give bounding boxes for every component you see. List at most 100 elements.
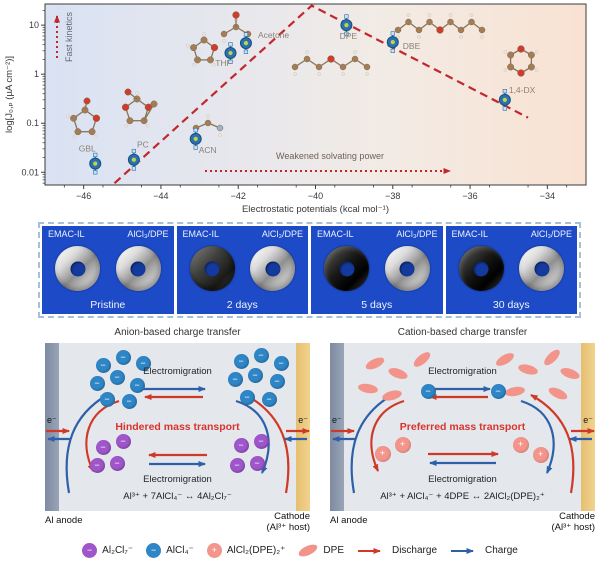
alcl4-anion: − (273, 355, 289, 371)
legend-item-blue-ion: − AlCl₄⁻ (146, 543, 194, 558)
diagram-title: Cation-based charge transfer (397, 327, 528, 338)
diagram-title: Anion-based charge transfer (114, 327, 241, 338)
cell-arrows-svg (46, 386, 310, 494)
acn-molecule (192, 114, 224, 137)
cathode-label-line1: Cathode (559, 511, 595, 522)
coin-hole (339, 261, 354, 276)
legend-label: AlCl₄⁻ (166, 545, 194, 556)
data-point-dpe: DPE (340, 14, 357, 41)
al2cl7-anion: − (229, 457, 245, 473)
alcl4-anion: − (253, 347, 269, 363)
al2cl7-anion: − (89, 457, 105, 473)
electron-label: e⁻ (298, 415, 308, 425)
dbe-molecule (394, 13, 486, 39)
emac-il-label: EMAC-IL (48, 229, 85, 239)
point-label-pc: PC (137, 140, 149, 150)
data-point-gbl: GBL (79, 144, 102, 175)
alcl2-dpe2-cation: + (394, 436, 411, 453)
thf-molecule (186, 32, 219, 67)
weakened-solvating-label: Weakened solvating power (276, 151, 384, 161)
data-point-thf: THF (215, 42, 237, 68)
legend-label: Charge (485, 545, 518, 556)
cell-arrows-svg (331, 386, 595, 494)
coin-emac-il (189, 246, 235, 291)
svg-text:−46: −46 (76, 191, 91, 201)
photo-caption: 2 days (226, 299, 258, 311)
cation-transfer-diagram: Cation-based charge transfer e⁻ e⁻ Elect… (330, 327, 595, 540)
electron-label: e⁻ (47, 415, 57, 425)
legend-item-dpe-ellipse: DPE (297, 542, 344, 559)
reaction-equation: Al³⁺ + 7AlCl₄⁻ ↔ 4Al₂Cl₇⁻ (123, 491, 232, 502)
legend-label: Discharge (391, 545, 438, 556)
emac-il-label: EMAC-IL (182, 229, 220, 239)
photo-panel-2: EMAC-IL AlCl₃/DPE 2 days (176, 226, 308, 314)
dpe-swatch (297, 542, 320, 559)
alcl4-anion: − (109, 369, 125, 385)
purple-ion-swatch: − (82, 543, 98, 558)
alcl2-dpe2-cation: + (374, 445, 391, 462)
cathode-electrode (581, 343, 595, 511)
alcl4-anion: − (227, 371, 243, 387)
electrolyte-cell: e⁻ e⁻ Electromigration Preferred mass tr… (330, 343, 595, 511)
alcl4-anion: − (99, 391, 115, 407)
svg-text:0.1: 0.1 (26, 118, 39, 128)
svg-text:−38: −38 (385, 191, 400, 201)
svg-text:−40: −40 (308, 191, 323, 201)
electrolyte-cell: e⁻ e⁻ Electromigration Hindered mass tra… (45, 343, 310, 511)
data-point-1,4-dx: 1,4-DX (498, 85, 536, 111)
photo-caption: 5 days (361, 299, 393, 311)
dioxane-molecule (503, 45, 539, 77)
photo-panel-3: EMAC-IL AlCl₃/DPE 5 days (311, 226, 443, 314)
svg-text:1: 1 (34, 69, 39, 79)
alcl4-anion: − (247, 367, 263, 383)
coin-emac-il (458, 246, 504, 291)
coin-hole (265, 261, 280, 276)
coin-emac-il (324, 246, 369, 291)
legend: − Al₂Cl₇⁻ − AlCl₄⁻ + AlCl₂(DPE)₂⁺ DPE Discharge… (0, 542, 600, 559)
electron-label: e⁻ (583, 415, 593, 425)
alcl3-dpe-label: AlCl₃/DPE (530, 229, 572, 239)
volcano-trend-line (113, 4, 529, 184)
point-label-acetone: Acetone (258, 30, 289, 40)
electromigration-label: Electromigration (143, 474, 212, 485)
al2cl7-anion: − (249, 455, 265, 471)
point-label-dbe: DBE (403, 41, 421, 51)
coin-emac-il (55, 246, 100, 291)
emac-il-label: EMAC-IL (317, 229, 354, 239)
al2cl7-anion: − (115, 433, 131, 449)
cathode-label-line2: (Al³⁺ host) (266, 522, 310, 534)
anode-label: Al anode (45, 515, 83, 526)
y-axis-title: log[J₀,ₚ (µA cm⁻²)] (4, 56, 15, 133)
corrosion-photo-strip: EMAC-IL AlCl₃/DPE Pristine EMAC-IL AlCl₃/DPE… (38, 222, 581, 318)
alcl4-anion: − (239, 389, 255, 405)
pink-ion-swatch: + (206, 543, 222, 558)
red-arrow-swatch (357, 547, 381, 554)
al2cl7-anion: − (233, 437, 249, 453)
blue-ion-swatch: − (146, 543, 162, 558)
fast-kinetics-label: Fast kinetics (64, 11, 74, 62)
al2cl7-anion: − (253, 433, 269, 449)
photo-panel-1: EMAC-IL AlCl₃/DPE Pristine (42, 226, 174, 314)
cathode-label-line1: Cathode (274, 511, 310, 522)
svg-text:−44: −44 (153, 191, 168, 201)
point-label-1,4-dx: 1,4-DX (509, 85, 536, 95)
al2cl7-anion: − (95, 439, 111, 455)
cathode-label-line2: (Al³⁺ host) (551, 522, 595, 534)
data-point-dbe: DBE (386, 31, 421, 53)
svg-text:10: 10 (29, 20, 39, 30)
alcl4-anion: − (490, 383, 506, 399)
alcl4-anion: − (115, 349, 131, 365)
coin-hole (473, 261, 489, 276)
legend-label: AlCl₂(DPE)₂⁺ (226, 545, 286, 556)
coin-hole (204, 261, 220, 276)
alcl4-anion: − (233, 353, 249, 369)
photo-caption: 30 days (492, 299, 530, 311)
reaction-equation: Al³⁺ + AlCl₄⁻ + 4DPE ↔ 2AlCl₂(DPE)₂⁺ (380, 491, 545, 502)
legend-item-purple-ion: − Al₂Cl₇⁻ (82, 543, 133, 558)
legend-item-blue-arrow: Charge (450, 545, 518, 556)
legend-label: Al₂Cl₇⁻ (102, 545, 134, 556)
legend-label: DPE (323, 545, 344, 556)
anode-label: Al anode (330, 515, 368, 526)
dpe-molecule (291, 50, 371, 76)
